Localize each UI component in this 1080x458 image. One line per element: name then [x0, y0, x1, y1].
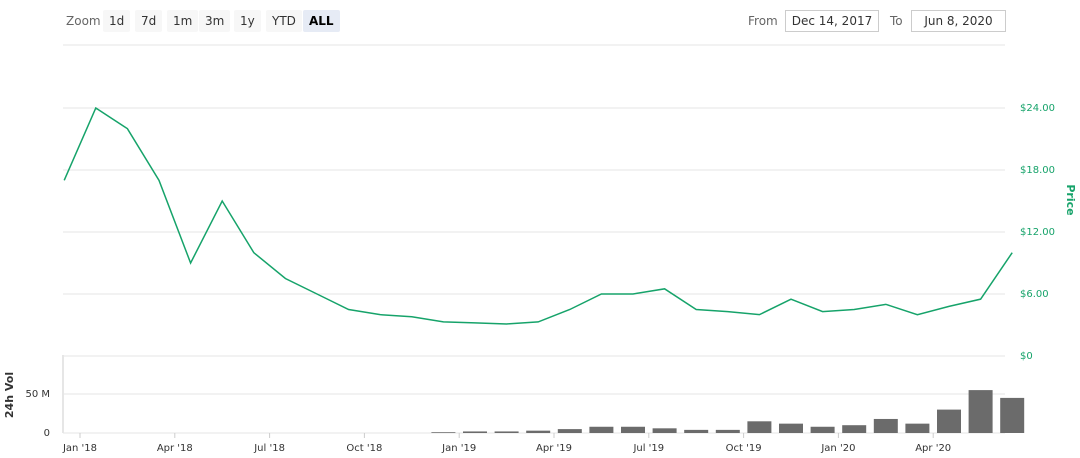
price-line — [63, 106, 1013, 325]
volume-bar — [684, 429, 709, 433]
y-tick-label: $24.00 — [1020, 103, 1055, 114]
volume-bar — [652, 428, 677, 433]
x-tick-label: Oct '19 — [726, 443, 762, 454]
volume-bar — [779, 423, 803, 433]
zoom-label: Zoom — [66, 14, 101, 28]
volume-bar — [810, 426, 835, 433]
volume-bar — [968, 390, 993, 433]
zoom-button[interactable]: ALL — [303, 10, 340, 32]
x-tick-label: Jul '18 — [253, 443, 285, 454]
y-tick-label: $6.00 — [1020, 289, 1049, 300]
to-input[interactable]: Jun 8, 2020 — [911, 10, 1006, 32]
zoom-button[interactable]: 1m — [167, 10, 199, 32]
to-label: To — [890, 14, 903, 28]
y-tick-label: 0 — [44, 428, 50, 439]
x-tick-label: Oct '18 — [346, 443, 382, 454]
x-tick-label: Jan '19 — [441, 443, 476, 454]
x-tick-label: Jul '19 — [632, 443, 664, 454]
volume-bar — [715, 429, 740, 433]
x-tick-label: Jan '18 — [62, 443, 97, 454]
x-tick-label: Jan '20 — [820, 443, 855, 454]
volume-bar — [1000, 397, 1025, 433]
volume-bar — [431, 432, 456, 433]
y-tick-label: $18.00 — [1020, 165, 1055, 176]
y-tick-label: $12.00 — [1020, 227, 1055, 238]
zoom-button[interactable]: 1d — [103, 10, 131, 32]
volume-bar — [937, 409, 961, 433]
volume-bar — [621, 426, 645, 433]
volume-bar — [589, 426, 614, 433]
volume-bar — [463, 431, 487, 433]
x-tick-label: Apr '19 — [536, 443, 572, 454]
y-axis-title: 24h Vol — [3, 372, 16, 418]
from-input[interactable]: Dec 14, 2017 — [785, 10, 879, 32]
from-label: From — [748, 14, 778, 28]
volume-bar — [747, 421, 772, 433]
volume-bar — [494, 431, 519, 433]
y-tick-label: $0 — [1020, 351, 1033, 362]
zoom-button[interactable]: 3m — [199, 10, 231, 32]
zoom-button[interactable]: 1y — [234, 10, 261, 32]
volume-bar — [905, 423, 930, 433]
y-tick-label: 50 M — [25, 389, 50, 400]
zoom-button[interactable]: 7d — [135, 10, 163, 32]
volume-bar — [526, 430, 551, 433]
volume-bar — [842, 425, 867, 433]
zoom-button[interactable]: YTD — [266, 10, 302, 32]
volume-bar — [873, 418, 898, 433]
y-axis-title: Price — [1064, 184, 1077, 215]
x-tick-label: Apr '20 — [915, 443, 951, 454]
x-tick-label: Apr '18 — [157, 443, 193, 454]
volume-bar — [557, 429, 582, 433]
